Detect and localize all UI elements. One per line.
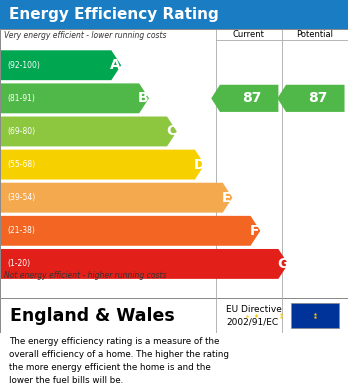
Polygon shape <box>1 216 260 246</box>
Polygon shape <box>1 117 177 146</box>
Text: Current: Current <box>233 30 265 39</box>
Text: (39-54): (39-54) <box>8 193 36 202</box>
Text: Potential: Potential <box>296 30 333 39</box>
Text: F: F <box>250 224 260 238</box>
Text: (69-80): (69-80) <box>8 127 36 136</box>
Text: Energy Efficiency Rating: Energy Efficiency Rating <box>9 7 219 22</box>
Text: (92-100): (92-100) <box>8 61 40 70</box>
Text: EU Directive
2002/91/EC: EU Directive 2002/91/EC <box>226 305 282 326</box>
Polygon shape <box>1 249 288 279</box>
Text: B: B <box>138 91 149 105</box>
Text: Very energy efficient - lower running costs: Very energy efficient - lower running co… <box>4 31 167 40</box>
Polygon shape <box>1 150 205 179</box>
Polygon shape <box>211 85 278 112</box>
Polygon shape <box>1 183 232 213</box>
Text: (55-68): (55-68) <box>8 160 36 169</box>
Text: E: E <box>222 191 232 205</box>
Text: D: D <box>193 158 205 172</box>
Text: G: G <box>277 257 288 271</box>
FancyBboxPatch shape <box>291 303 339 328</box>
Text: England & Wales: England & Wales <box>10 307 175 325</box>
Polygon shape <box>1 50 121 80</box>
Polygon shape <box>1 83 149 113</box>
Text: (81-91): (81-91) <box>8 94 35 103</box>
Text: 87: 87 <box>308 91 328 105</box>
Text: The energy efficiency rating is a measure of the
overall efficiency of a home. T: The energy efficiency rating is a measur… <box>9 337 229 385</box>
Text: Not energy efficient - higher running costs: Not energy efficient - higher running co… <box>4 271 167 280</box>
Text: 87: 87 <box>242 91 262 105</box>
Polygon shape <box>277 85 345 112</box>
Text: (21-38): (21-38) <box>8 226 35 235</box>
Text: A: A <box>110 58 121 72</box>
Text: C: C <box>166 124 176 138</box>
Text: (1-20): (1-20) <box>8 259 31 269</box>
